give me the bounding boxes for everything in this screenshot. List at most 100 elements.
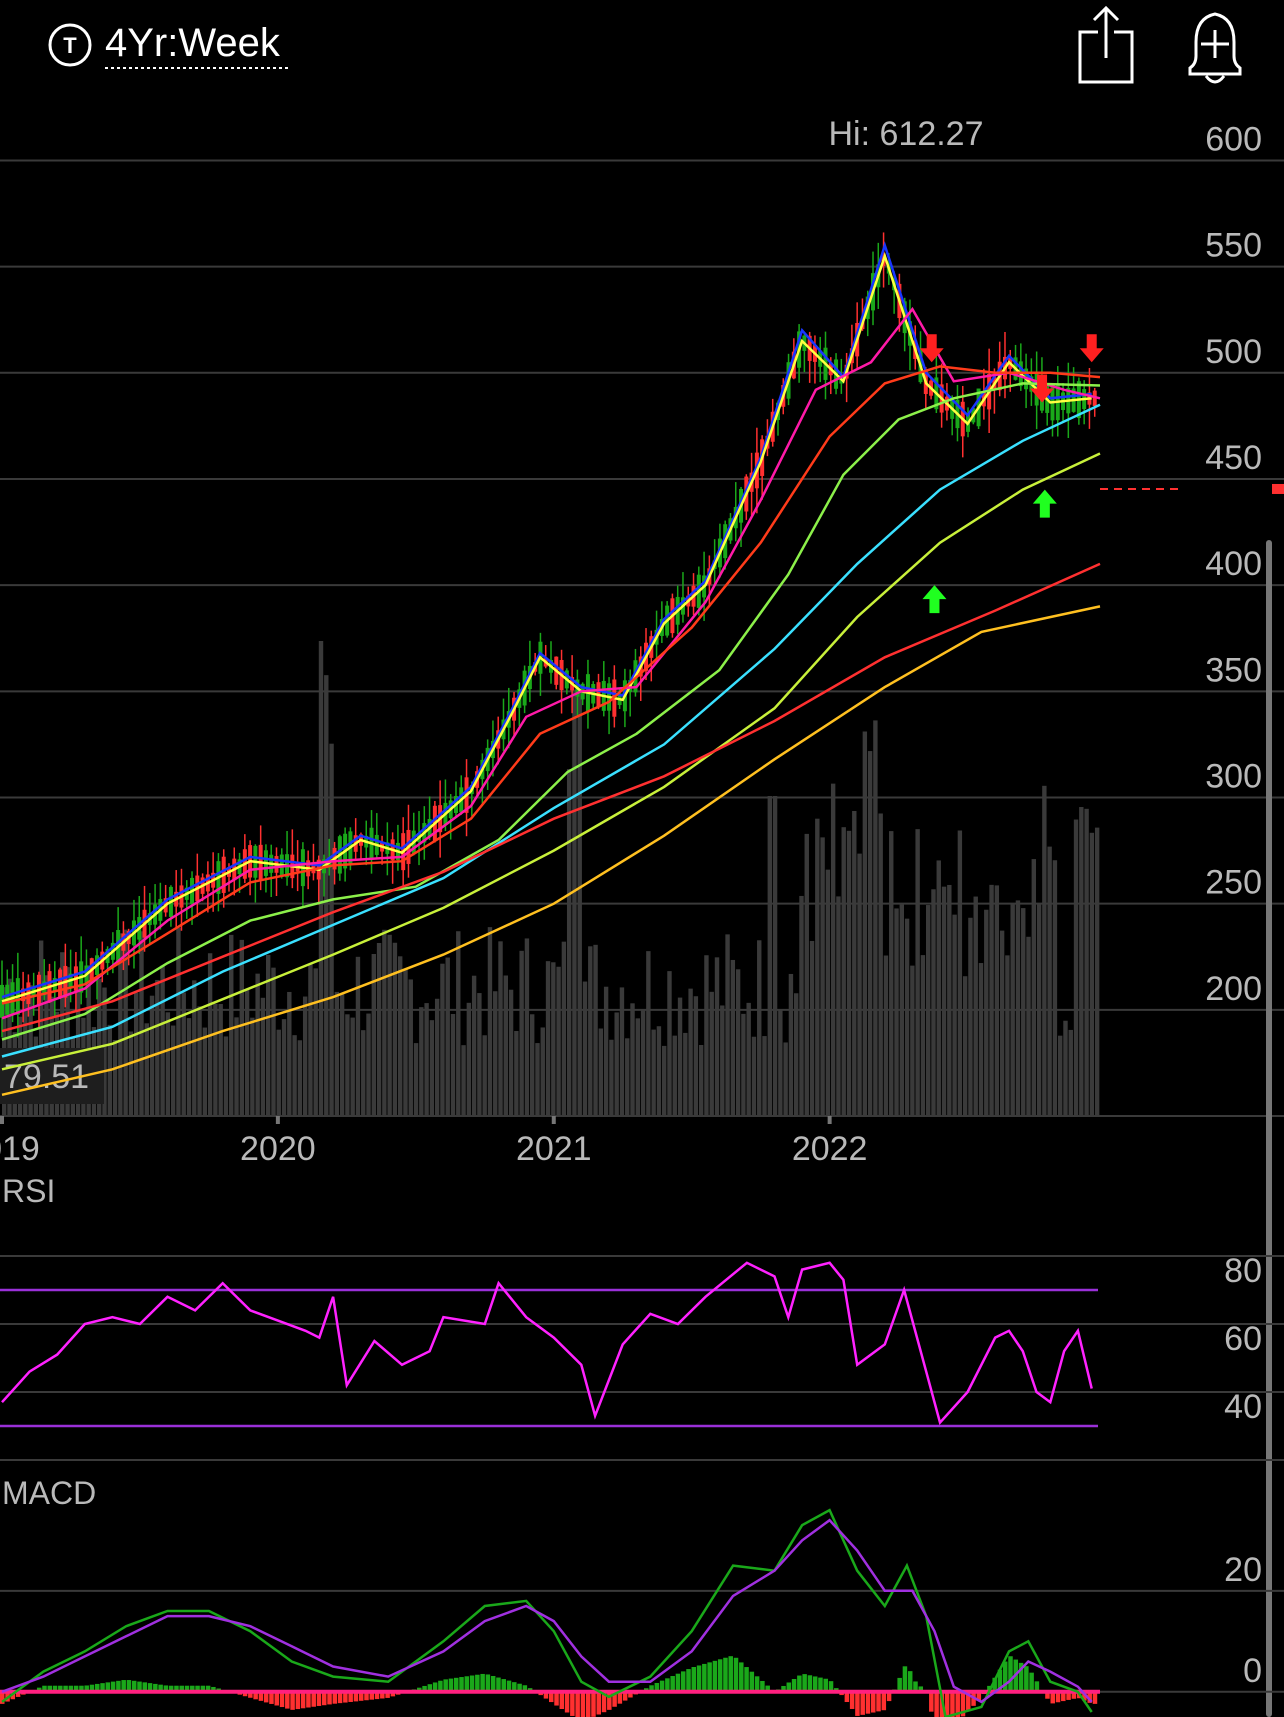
macd-histogram-bar xyxy=(691,1667,697,1692)
volume-bar xyxy=(820,837,825,1116)
volume-bar xyxy=(720,1005,725,1116)
macd-histogram-bar xyxy=(549,1691,554,1703)
volume-bar xyxy=(672,1035,677,1116)
volume-bar xyxy=(999,930,1005,1116)
macd-tick-label: 20 xyxy=(1224,1551,1262,1589)
volume-bar xyxy=(434,998,440,1116)
macd-histogram-bar xyxy=(712,1660,718,1692)
volume-bar xyxy=(635,1018,640,1116)
macd-histogram-bar xyxy=(617,1691,623,1704)
volume-bar xyxy=(493,991,498,1116)
volume-bar xyxy=(894,908,899,1116)
share-icon[interactable] xyxy=(1078,5,1134,84)
macd-histogram-bar xyxy=(855,1691,860,1716)
volume-bar xyxy=(952,914,957,1116)
volume-bar xyxy=(176,927,181,1116)
volume-bar xyxy=(334,991,340,1116)
x-tick-label: 2022 xyxy=(792,1130,868,1168)
macd-histogram-bar xyxy=(649,1685,654,1692)
volume-bar xyxy=(968,917,973,1116)
volume-bar xyxy=(836,896,841,1116)
volume-bar xyxy=(144,1023,149,1116)
volume-bar xyxy=(461,1045,466,1116)
volume-bar xyxy=(989,884,994,1116)
macd-histogram-bar xyxy=(844,1691,850,1703)
macd-histogram-bar xyxy=(929,1691,934,1712)
volume-bar xyxy=(867,751,873,1116)
macd-histogram-bar xyxy=(427,1684,433,1692)
macd-histogram-bar xyxy=(300,1691,306,1709)
macd-histogram-bar xyxy=(68,1685,74,1692)
timeframe-icon[interactable]: T xyxy=(48,23,92,67)
volume-bar xyxy=(197,1006,202,1116)
volume-bar xyxy=(160,965,165,1116)
macd-histogram-bar xyxy=(327,1691,332,1705)
volume-bar xyxy=(957,830,963,1116)
volume-bar xyxy=(519,950,524,1116)
volume-bar xyxy=(926,905,931,1116)
volume-bar xyxy=(735,969,741,1116)
volume-bar xyxy=(788,973,794,1116)
volume-bar xyxy=(830,783,836,1116)
volume-bar xyxy=(266,954,271,1116)
volume-bar xyxy=(984,909,989,1116)
macd-histogram-bar xyxy=(485,1674,491,1692)
macd-histogram-bar xyxy=(168,1685,174,1692)
macd-histogram-bar xyxy=(184,1685,190,1692)
macd-histogram-bar xyxy=(496,1677,501,1692)
macd-histogram-bar xyxy=(754,1676,760,1692)
volume-bar xyxy=(725,934,730,1116)
price-tick-label: 600 xyxy=(1205,120,1262,158)
macd-histogram-bar xyxy=(337,1691,343,1704)
macd-histogram-bar xyxy=(195,1685,200,1692)
sell-signal-arrow xyxy=(919,334,944,363)
macd-histogram-bar xyxy=(131,1680,137,1692)
macd-histogram-bar xyxy=(417,1687,422,1692)
macd-histogram-bar xyxy=(459,1677,464,1692)
volume-bar xyxy=(281,1019,287,1116)
sell-signal-arrow xyxy=(1030,374,1055,403)
macd-histogram-bar xyxy=(36,1687,42,1692)
alert-bell-icon[interactable] xyxy=(1188,12,1242,84)
macd-histogram-bar xyxy=(564,1691,570,1713)
volume-bar xyxy=(625,1038,630,1116)
macd-histogram-bar xyxy=(163,1685,169,1692)
volume-bar xyxy=(165,1012,171,1116)
macd-histogram-bar xyxy=(543,1691,549,1699)
volume-bar xyxy=(551,962,556,1116)
macd-histogram-bar xyxy=(1045,1691,1050,1699)
volume-bar xyxy=(889,831,894,1116)
macd-histogram-bar xyxy=(686,1669,691,1692)
macd-histogram-bar xyxy=(607,1691,612,1710)
volume-bar xyxy=(588,946,593,1116)
volume-bar xyxy=(1042,785,1047,1116)
macd-histogram-bar xyxy=(934,1691,939,1717)
macd-histogram-bar xyxy=(0,1691,5,1704)
macd-histogram-bar xyxy=(680,1671,686,1692)
macd-histogram-bar xyxy=(765,1685,770,1692)
volume-bar xyxy=(371,954,376,1116)
macd-histogram-bar xyxy=(453,1677,459,1692)
volume-bar xyxy=(931,889,936,1116)
macd-histogram-bar xyxy=(42,1685,47,1692)
macd-histogram-bar xyxy=(438,1680,443,1692)
volume-bar xyxy=(947,884,952,1116)
volume-bar xyxy=(783,1042,788,1116)
volume-bar xyxy=(339,993,345,1116)
macd-histogram-bar xyxy=(739,1662,744,1692)
timeframe-selector[interactable]: 4Yr:Week xyxy=(105,21,281,65)
macd-histogram-bar xyxy=(105,1682,111,1692)
volume-bar xyxy=(324,675,329,1116)
volume-bar xyxy=(582,981,588,1116)
volume-bar xyxy=(244,989,250,1116)
volume-bar xyxy=(102,987,107,1116)
macd-histogram-bar xyxy=(876,1691,881,1712)
macd-histogram-bar xyxy=(322,1691,327,1706)
volume-bar xyxy=(994,885,1000,1116)
volume-bar xyxy=(1047,846,1052,1116)
volume-bar xyxy=(730,959,736,1116)
macd-histogram-bar xyxy=(881,1691,887,1711)
macd-histogram-bar xyxy=(52,1685,58,1692)
volume-bar xyxy=(276,1029,281,1116)
